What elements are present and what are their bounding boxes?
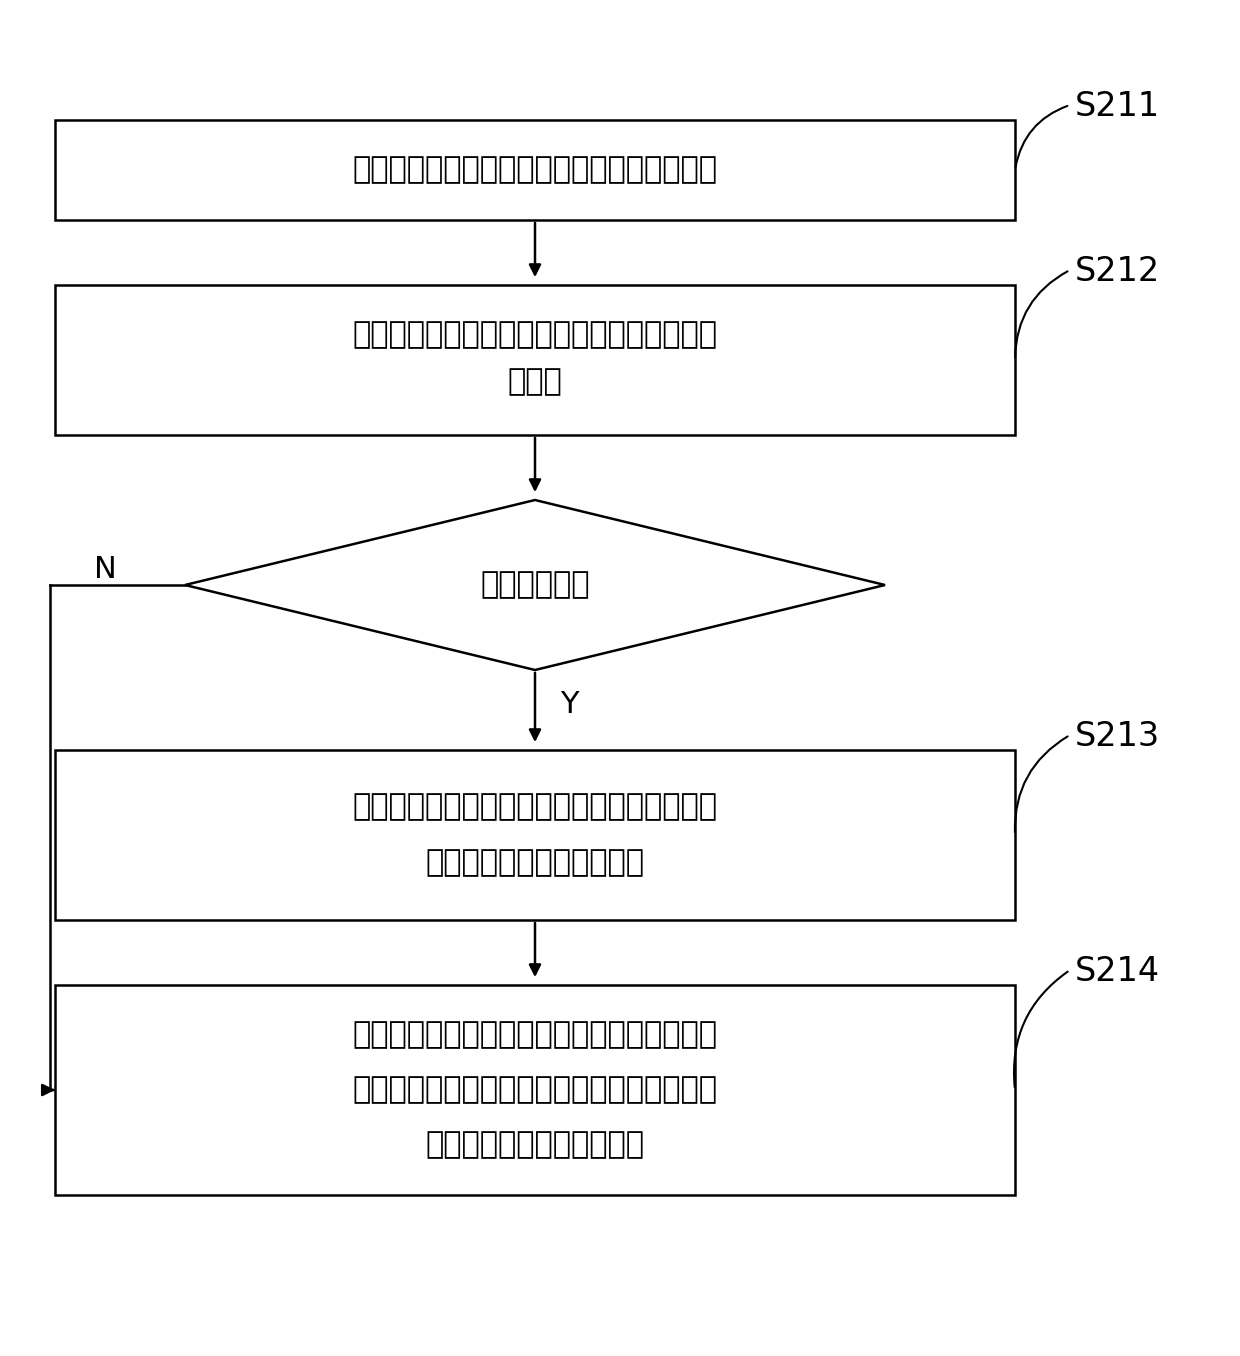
Bar [55, 984, 1016, 1195]
Polygon shape [185, 500, 885, 670]
Bar [55, 750, 1016, 919]
Text: S212: S212 [1075, 255, 1161, 287]
Text: 量，公链取消向发起平行链发送查询结果；以: 量，公链取消向发起平行链发送查询结果；以 [352, 1075, 718, 1105]
Bar [55, 285, 1016, 435]
Text: 公链提取交易条件中当前交易指定的证通数量: 公链提取交易条件中当前交易指定的证通数量 [352, 156, 718, 184]
Bar [55, 119, 1016, 220]
Text: S214: S214 [1075, 955, 1161, 989]
Text: 通数量: 通数量 [507, 367, 563, 396]
Text: 向发起平行链发送查询结果: 向发起平行链发送查询结果 [425, 849, 645, 877]
Text: 如果交易发起链拥有的证通余额不满足证通数: 如果交易发起链拥有的证通余额不满足证通数 [352, 1021, 718, 1050]
Text: S211: S211 [1075, 89, 1161, 123]
Text: Y: Y [560, 690, 579, 719]
Text: 满足证通数量: 满足证通数量 [480, 571, 590, 599]
Text: 及向交易节点发送提示信息: 及向交易节点发送提示信息 [425, 1131, 645, 1159]
Text: N: N [94, 556, 117, 584]
Text: 公链判断交易节点拥有的证通余额是否满足证: 公链判断交易节点拥有的证通余额是否满足证 [352, 320, 718, 350]
Text: 如果交易节点拥有的证通余额满足证通数量，: 如果交易节点拥有的证通余额满足证通数量， [352, 792, 718, 822]
Text: S213: S213 [1075, 720, 1161, 753]
